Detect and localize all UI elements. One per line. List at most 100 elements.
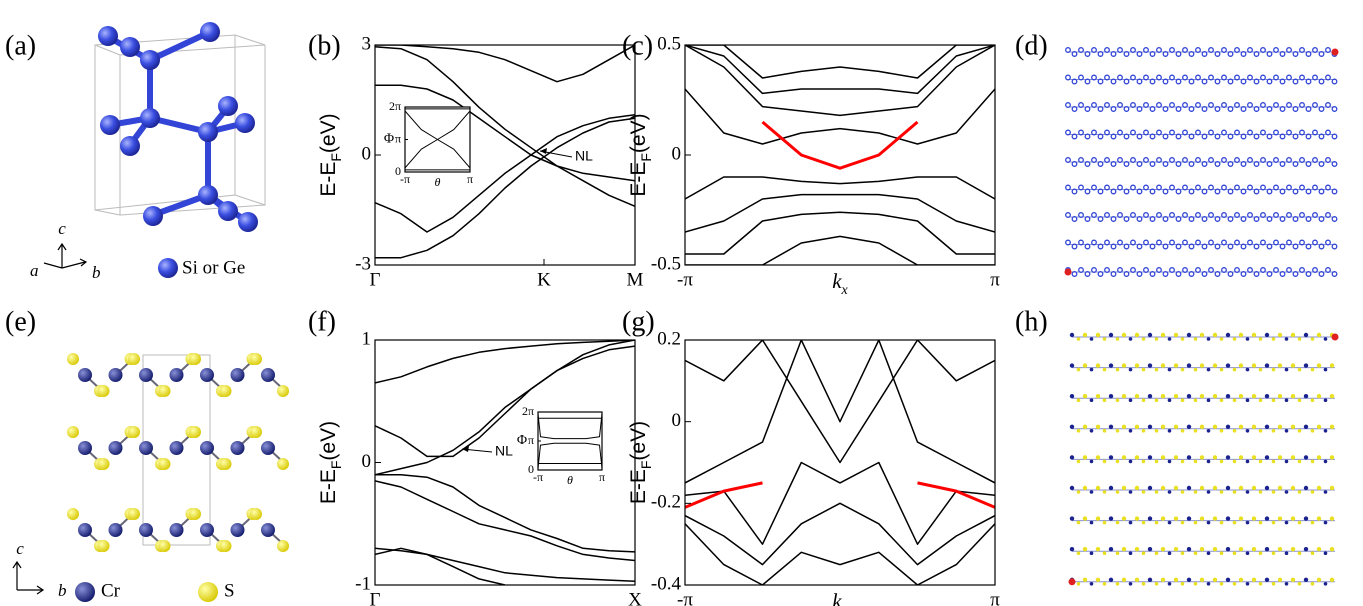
atom xyxy=(1238,485,1244,491)
atom xyxy=(1329,547,1335,552)
atom xyxy=(1078,129,1084,136)
atom xyxy=(1182,239,1188,246)
atom xyxy=(1245,429,1250,433)
atom xyxy=(1238,394,1244,399)
atom xyxy=(1143,129,1149,136)
atom xyxy=(1104,157,1110,163)
atom xyxy=(1154,520,1159,525)
atom xyxy=(1121,516,1127,521)
atom xyxy=(1299,74,1305,81)
atom xyxy=(1219,337,1224,341)
y-tick-label: -0.2 xyxy=(651,492,681,513)
y-axis-label: Φ xyxy=(384,132,394,147)
atom xyxy=(1065,74,1071,81)
atom xyxy=(1290,516,1296,521)
y-tick-label: 0 xyxy=(362,451,372,472)
atom xyxy=(1180,398,1185,403)
atom xyxy=(1108,577,1114,582)
atom xyxy=(1318,78,1325,85)
atom xyxy=(1076,520,1081,525)
atom xyxy=(1286,157,1292,163)
atom xyxy=(1154,551,1159,555)
atom xyxy=(1169,129,1175,136)
atom xyxy=(128,508,140,520)
atom xyxy=(1102,429,1107,433)
atom xyxy=(1193,429,1198,433)
atom xyxy=(1134,455,1140,460)
atom xyxy=(1253,188,1260,195)
atom xyxy=(1104,129,1110,136)
atom xyxy=(1290,455,1296,460)
atom xyxy=(1312,102,1318,108)
atom xyxy=(1082,394,1088,399)
atom xyxy=(1234,212,1240,218)
atom xyxy=(1186,455,1192,460)
atom xyxy=(1143,212,1149,218)
arrow-head xyxy=(540,148,547,154)
atom xyxy=(1212,363,1218,368)
atom xyxy=(1221,267,1227,273)
atom xyxy=(1273,184,1279,191)
atom xyxy=(1097,51,1104,57)
atom xyxy=(1115,367,1120,372)
atom xyxy=(1149,271,1156,277)
y-tick-label: -0.5 xyxy=(651,253,681,274)
atom xyxy=(1175,216,1182,222)
atom xyxy=(1266,161,1273,167)
atom xyxy=(1303,485,1309,491)
atom xyxy=(1284,582,1289,586)
atom xyxy=(1310,337,1315,341)
atom xyxy=(1260,74,1266,81)
atom xyxy=(230,441,245,455)
band-line xyxy=(538,413,602,440)
atom xyxy=(1240,78,1247,85)
atom xyxy=(1134,394,1140,399)
atom xyxy=(67,426,79,438)
atom xyxy=(1312,129,1318,136)
atom xyxy=(1188,188,1195,195)
atom xyxy=(1227,216,1234,222)
atom xyxy=(250,426,262,438)
atom xyxy=(1305,106,1312,112)
atom xyxy=(1097,161,1104,167)
atom xyxy=(1091,47,1097,53)
atom xyxy=(1169,239,1175,246)
atom xyxy=(1078,267,1084,273)
atom xyxy=(1091,212,1097,218)
atom xyxy=(1290,547,1296,552)
band-line xyxy=(685,340,995,484)
atom xyxy=(1108,424,1114,429)
atom xyxy=(1318,216,1325,222)
atom xyxy=(1201,188,1208,195)
atom xyxy=(1076,429,1081,433)
atom xyxy=(1201,271,1208,277)
atom xyxy=(1147,394,1153,399)
atom xyxy=(189,353,201,365)
atom xyxy=(1167,367,1172,372)
atom xyxy=(1078,74,1084,81)
atom xyxy=(1201,161,1208,167)
atom xyxy=(1329,485,1335,491)
atom xyxy=(1221,212,1227,218)
axes-arrows xyxy=(43,242,88,269)
atom xyxy=(1123,78,1130,85)
atom xyxy=(1182,184,1188,191)
atom xyxy=(1071,161,1078,167)
atom xyxy=(1089,582,1094,586)
atom xyxy=(1180,337,1185,341)
atom xyxy=(1128,398,1133,403)
x-axis-label: θ xyxy=(567,473,573,487)
plot-area xyxy=(685,340,995,585)
atom xyxy=(1312,239,1318,246)
atom xyxy=(1258,490,1263,494)
y-axis-label-part: F xyxy=(638,153,654,162)
atom xyxy=(1206,459,1211,464)
band-line xyxy=(685,340,995,464)
band-line xyxy=(685,88,995,145)
atom xyxy=(1208,74,1214,81)
y-axis-label-part: (eV) xyxy=(627,421,650,461)
annotation: NL xyxy=(575,148,593,164)
atom xyxy=(1208,212,1214,218)
atom xyxy=(1180,429,1185,433)
y-tick-label: -0.4 xyxy=(651,573,682,594)
